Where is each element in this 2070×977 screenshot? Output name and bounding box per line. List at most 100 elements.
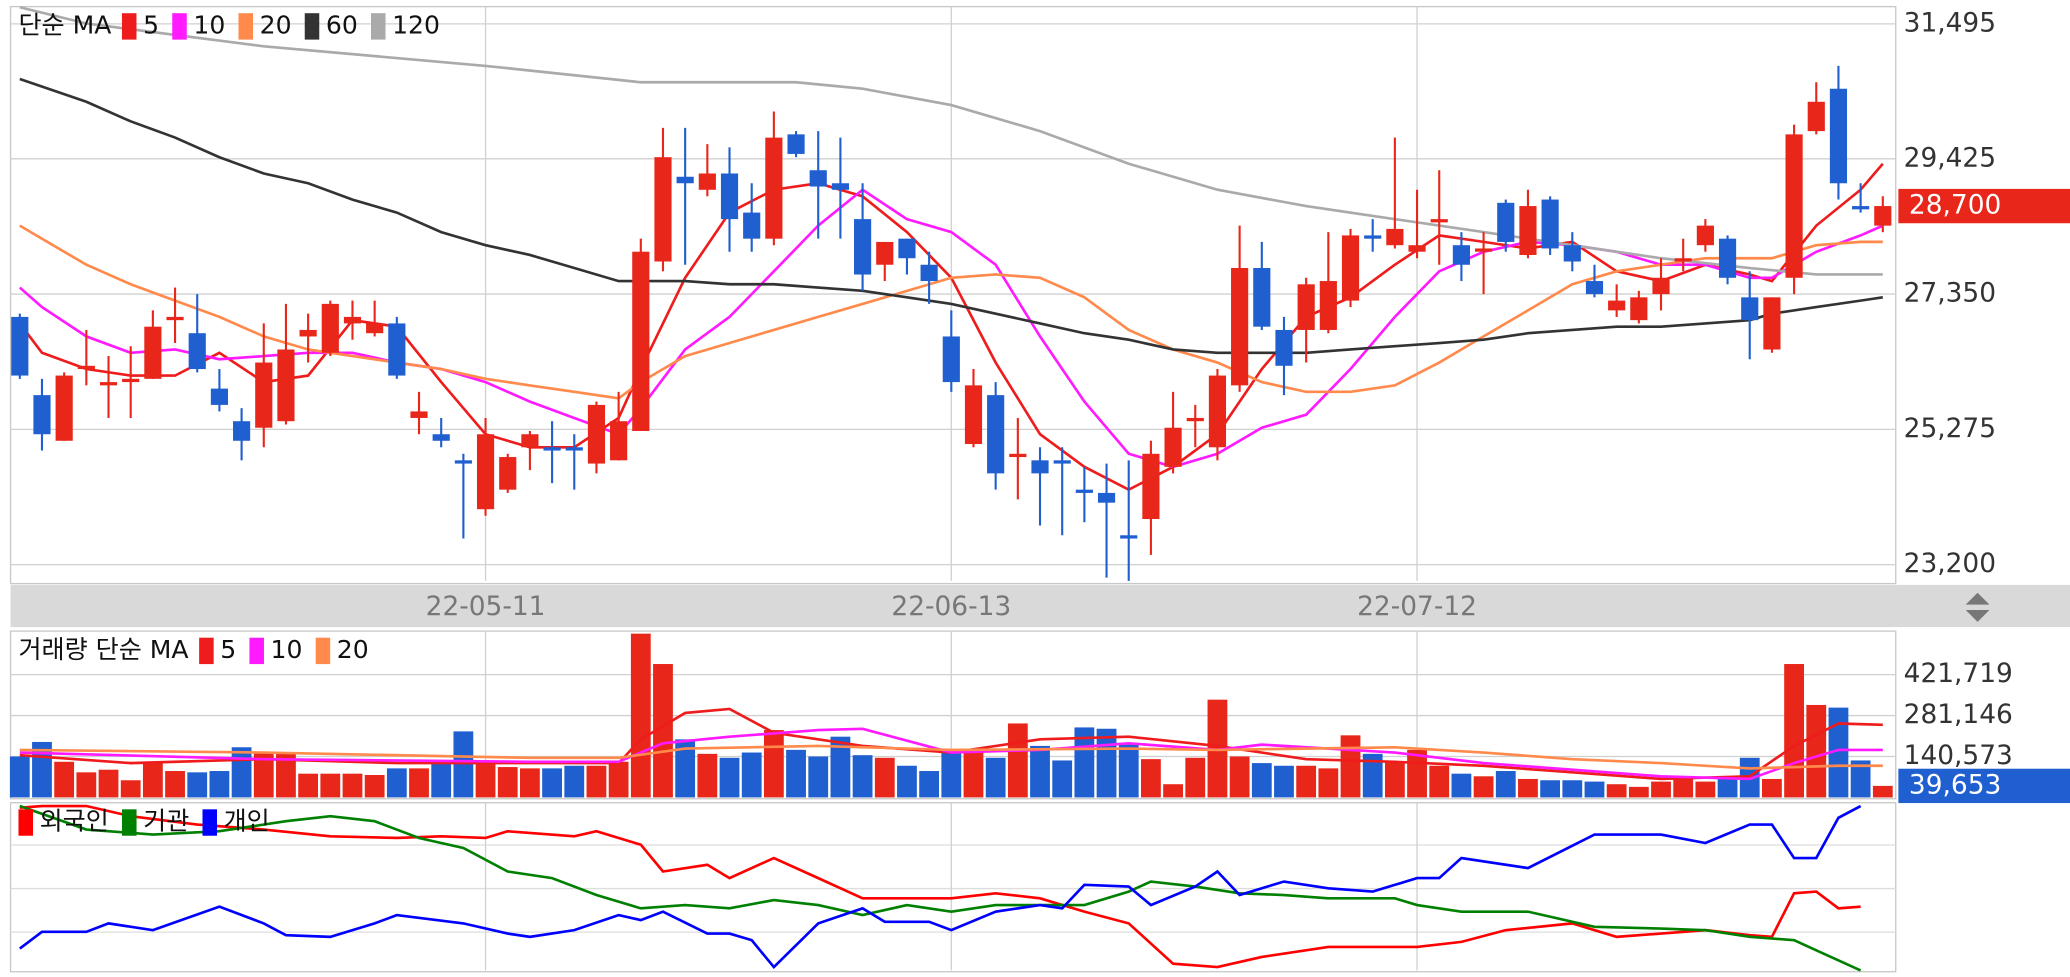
candle-body: [55, 375, 73, 441]
candle-body: [454, 460, 472, 464]
candle-body: [698, 173, 716, 190]
volume-bar: [165, 771, 185, 798]
candle-body: [321, 303, 339, 353]
candle-body: [787, 134, 805, 154]
candle-body: [343, 316, 362, 324]
current-value-label: 28,700: [1909, 190, 2001, 221]
candle-body: [1608, 300, 1626, 311]
volume-bar: [1872, 785, 1893, 798]
candle-body: [1563, 245, 1581, 262]
y-tick-label: 29,425: [1904, 142, 1996, 173]
legend-title: 거래량 단순 MA: [18, 635, 188, 664]
volume-bar: [1030, 745, 1050, 798]
candle-body: [11, 316, 29, 376]
volume-bar: [1518, 778, 1538, 798]
volume-bar: [98, 769, 119, 798]
candle-body: [499, 457, 517, 490]
volume-bar: [786, 749, 806, 798]
volume-bar: [1340, 735, 1361, 798]
volume-bar: [1495, 771, 1516, 798]
y-tick-label: 27,350: [1904, 278, 1996, 309]
date-bar: [10, 584, 2070, 628]
candle-body: [1275, 329, 1293, 366]
volume-bar: [431, 763, 452, 798]
candle-body: [366, 323, 384, 334]
volume-bar: [1850, 760, 1871, 798]
legend-label: 10: [193, 10, 225, 39]
volume-bar: [1717, 778, 1738, 798]
candle-body: [543, 447, 561, 451]
volume-bar: [1473, 776, 1494, 798]
volume-bar: [697, 753, 718, 798]
candle-body: [765, 137, 783, 239]
y-tick-label: 25,275: [1904, 413, 1996, 444]
x-tick-label: 22-06-13: [891, 591, 1011, 622]
volume-bar: [1651, 781, 1671, 798]
candle-body: [1696, 225, 1714, 246]
candle-body: [210, 388, 228, 405]
candle-body: [587, 404, 606, 464]
candle-body: [1120, 535, 1138, 539]
volume-bar: [187, 772, 208, 798]
legend-label: 60: [326, 10, 358, 39]
volume-bar: [675, 739, 696, 798]
legend-title: 단순 MA: [18, 10, 111, 39]
candle-body: [33, 395, 51, 435]
candle-body: [77, 365, 95, 370]
legend-label: 120: [392, 10, 440, 39]
candle-body: [1341, 235, 1360, 301]
volume-bar: [497, 767, 518, 798]
candle-body: [987, 395, 1005, 474]
legend-swatch: [304, 13, 320, 40]
candle-body: [1386, 228, 1404, 246]
volume-bar: [475, 763, 496, 798]
volume-bar: [1052, 760, 1073, 798]
volume-bar: [1007, 723, 1028, 798]
candle-body: [632, 251, 650, 431]
volume-bar: [941, 752, 962, 798]
x-tick-label: 22-07-12: [1357, 591, 1477, 622]
volume-bar: [1828, 707, 1849, 798]
volume-bar: [120, 780, 141, 798]
ma-line: [19, 744, 1883, 770]
volume-bar: [897, 765, 917, 798]
candle-body: [1718, 238, 1737, 278]
legend-label: 기관: [143, 807, 189, 836]
volume-bar: [298, 773, 319, 798]
volume-bar: [209, 771, 230, 798]
candle-body: [1807, 101, 1825, 132]
candle-body: [476, 434, 495, 510]
volume-bar: [1384, 761, 1405, 798]
volume-bar: [276, 752, 296, 798]
ma-line: [19, 77, 1883, 355]
volume-bar: [564, 765, 585, 798]
volume-bar: [1296, 765, 1317, 798]
volume-bar: [253, 752, 274, 798]
volume-bar: [231, 747, 252, 798]
legend-label: 개인: [224, 807, 270, 836]
volume-bar: [409, 768, 429, 798]
volume-bar: [1118, 744, 1139, 798]
candle-body: [964, 385, 983, 445]
y-tick-label: 421,719: [1904, 658, 2013, 689]
legend-swatch: [370, 13, 386, 40]
ma-line: [19, 707, 1883, 781]
candle-body: [299, 329, 317, 337]
candle-body: [743, 212, 761, 239]
resize-handle[interactable]: [1965, 592, 1990, 622]
investor-pane: [9, 802, 1897, 973]
legend-label: 5: [143, 10, 159, 39]
ma-line: [19, 804, 1862, 972]
legend-swatch: [172, 13, 187, 40]
candle-body: [1630, 297, 1648, 321]
candle-body: [255, 362, 273, 428]
volume-bar: [852, 755, 873, 798]
volume-bar: [741, 752, 762, 798]
candle-body: [1475, 248, 1493, 252]
volume-bar: [520, 768, 540, 798]
volume-bar: [342, 773, 363, 798]
volume-bar: [1673, 778, 1694, 798]
candle-body: [1585, 281, 1604, 295]
candle-body: [1785, 134, 1803, 278]
